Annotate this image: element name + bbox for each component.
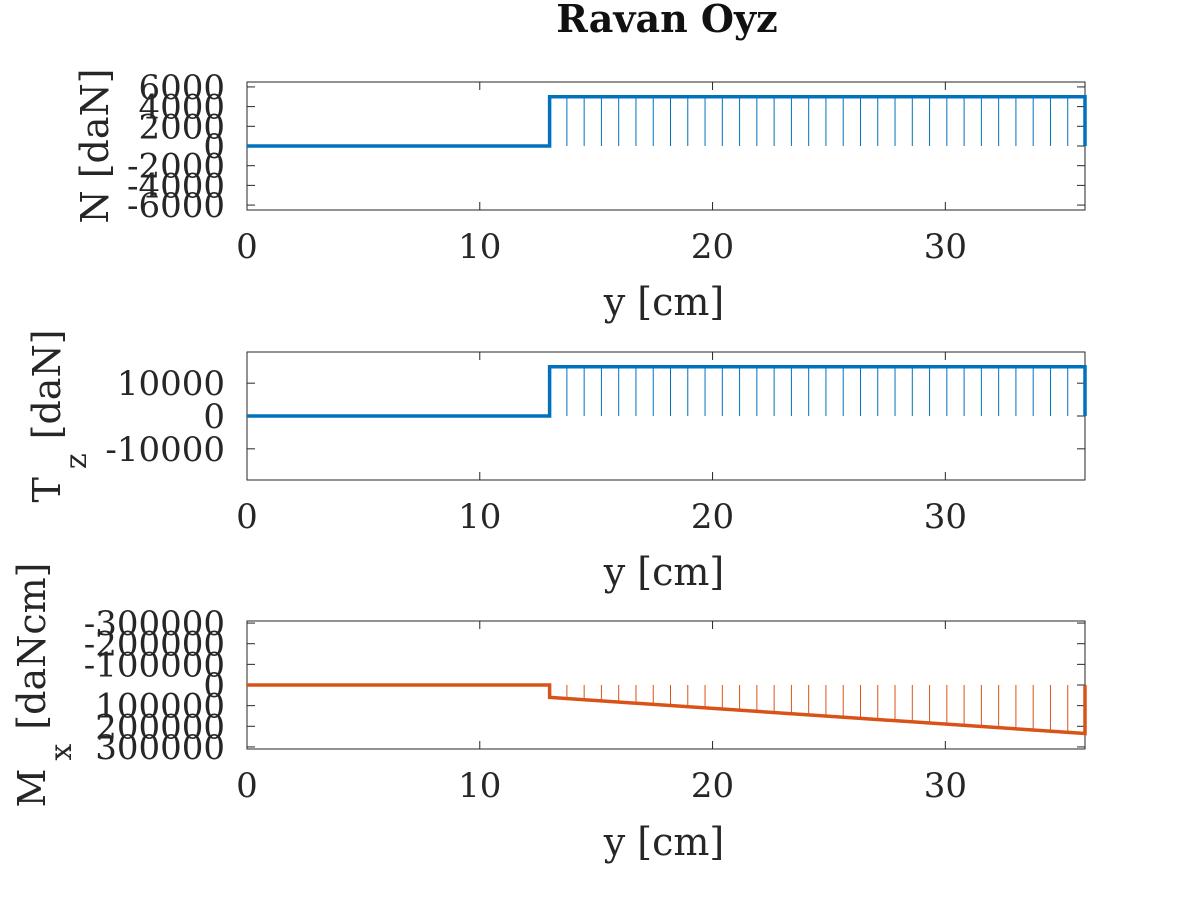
y-tick-label: -10000 xyxy=(105,430,225,470)
y-tick-label: 10000 xyxy=(117,364,225,404)
x-axis-label: y [cm] xyxy=(603,820,725,864)
y-tick-label: 4000 xyxy=(138,88,225,128)
y-axis-label: Mx [daNcm] xyxy=(10,562,79,807)
series-line xyxy=(247,683,1087,736)
x-tick-label: 10 xyxy=(458,497,501,537)
y-tick-label: -300000 xyxy=(84,604,225,644)
x-tick-label: 0 xyxy=(236,497,258,537)
y-tick-label: 100000 xyxy=(95,687,225,727)
x-tick-label: 0 xyxy=(236,227,258,267)
y-tick-label: 0 xyxy=(203,397,225,437)
x-axis-label: y [cm] xyxy=(603,550,725,594)
y-axis-label-subscript: z xyxy=(59,453,94,469)
x-tick-label: 10 xyxy=(458,227,501,267)
y-tick-label: -4000 xyxy=(127,166,225,206)
y-axis-label-main: N [daN] xyxy=(73,68,117,223)
x-tick-label: 30 xyxy=(924,497,967,537)
y-tick-label: -2000 xyxy=(127,147,225,187)
y-axis-label: Tz [daN] xyxy=(25,329,94,502)
x-tick-label: 20 xyxy=(691,227,734,267)
y-tick-label: 6000 xyxy=(138,68,225,108)
y-axis-label-main: M xyxy=(10,769,54,808)
y-tick-label: 0 xyxy=(203,127,225,167)
x-tick-label: 20 xyxy=(691,497,734,537)
subplot-bending-moment: 0 10 20 30-300000-200000-100000010000020000… xyxy=(10,562,1087,864)
y-tick-label: 200000 xyxy=(95,707,225,747)
y-axis-label: N [daN] xyxy=(73,68,117,223)
y-tick-label: -200000 xyxy=(84,625,225,665)
y-tick-label: 0 xyxy=(203,666,225,706)
y-axis-label-unit: [daNcm] xyxy=(10,562,54,729)
y-tick-label: 300000 xyxy=(95,728,225,768)
x-tick-label: 30 xyxy=(924,766,967,806)
y-axis-label-unit: [daN] xyxy=(25,329,69,439)
series-line xyxy=(247,365,1087,418)
x-tick-label: 0 xyxy=(236,766,258,806)
x-axis-label: y [cm] xyxy=(603,280,725,324)
y-tick-label: -100000 xyxy=(84,645,225,685)
y-tick-label: -6000 xyxy=(127,186,225,226)
y-tick-label: 2000 xyxy=(138,107,225,147)
x-tick-label: 10 xyxy=(458,766,501,806)
series-line xyxy=(247,95,1087,148)
y-axis-label-subscript: x xyxy=(44,744,79,761)
x-tick-label: 30 xyxy=(924,227,967,267)
figure-title: Ravan Oyz xyxy=(556,0,777,41)
y-axis-label-main: T xyxy=(25,477,69,502)
x-tick-label: 20 xyxy=(691,766,734,806)
